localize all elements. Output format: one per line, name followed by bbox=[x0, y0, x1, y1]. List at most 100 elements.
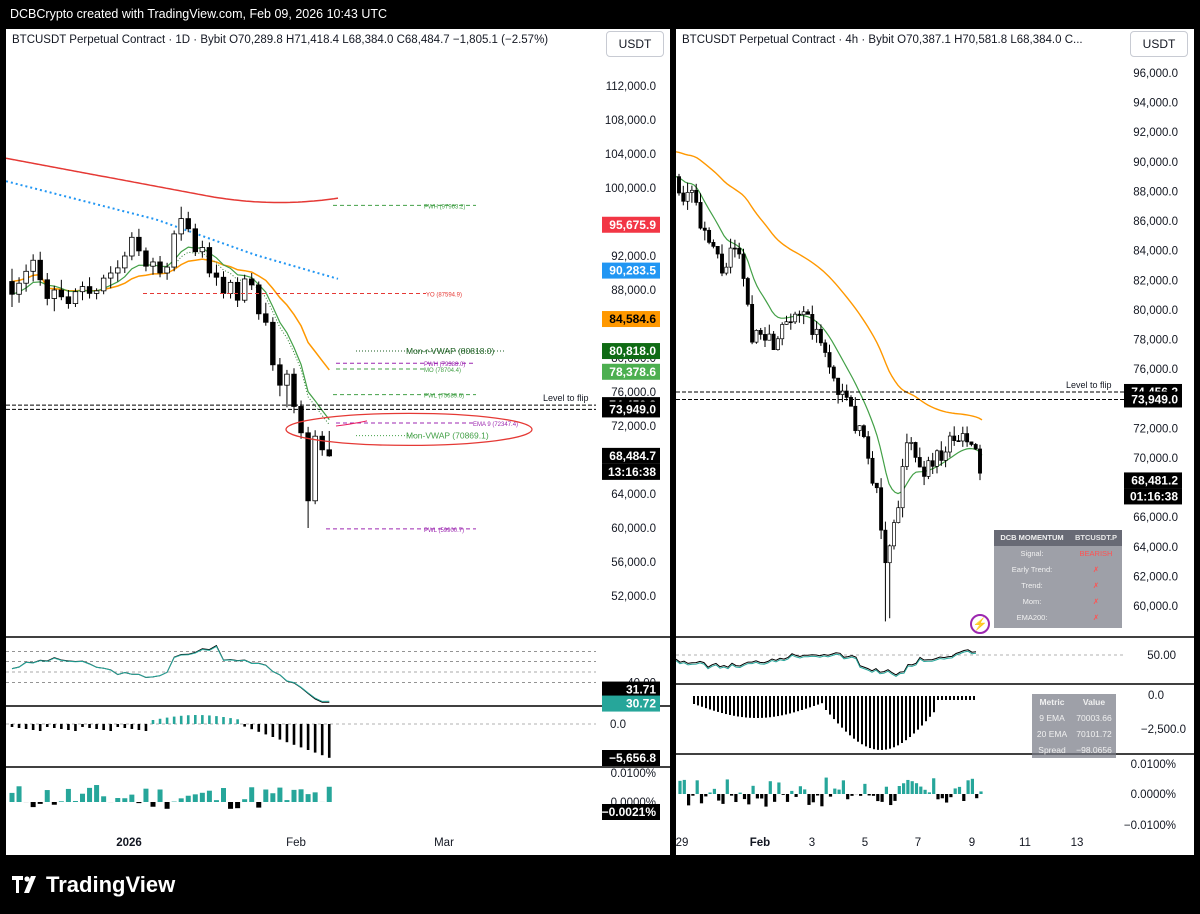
right-funding-bar bbox=[755, 794, 759, 799]
left-price-badge: 90,283.5 bbox=[609, 264, 656, 278]
right-funding-bar bbox=[712, 788, 716, 794]
right-candle-body bbox=[849, 397, 853, 407]
right-price-tick: 80,000.0 bbox=[1133, 305, 1178, 317]
dcb-mom-icon: ✗ bbox=[1092, 597, 1100, 606]
right-macd-bar bbox=[953, 696, 955, 700]
left-candle-body bbox=[305, 432, 311, 502]
left-currency-button[interactable]: USDT bbox=[606, 31, 664, 57]
left-macd-bar bbox=[123, 724, 127, 728]
right-candle-body bbox=[913, 442, 918, 458]
lightning-icon[interactable]: ⚡ bbox=[970, 614, 990, 634]
right-candle-body bbox=[775, 338, 780, 351]
left-candle-body bbox=[248, 278, 255, 286]
right-macd-bar bbox=[825, 696, 827, 710]
right-candle-body bbox=[788, 321, 793, 324]
left-funding-bar bbox=[228, 802, 234, 809]
right-funding-bar bbox=[798, 786, 802, 794]
right-funding-bar bbox=[945, 794, 949, 803]
right-macd-bar bbox=[965, 696, 967, 700]
left-macd-bar bbox=[186, 715, 190, 724]
right-candle-body bbox=[758, 330, 763, 335]
right-macd-bar bbox=[857, 696, 859, 742]
right-funding-bar bbox=[880, 794, 884, 802]
right-price-badge: 68,481.2 bbox=[1131, 473, 1178, 487]
right-macd-bar bbox=[793, 696, 795, 713]
right-macd-bar bbox=[789, 696, 791, 714]
left-candle-body bbox=[291, 373, 297, 407]
left-candle-body bbox=[16, 282, 22, 295]
left-candle-body bbox=[241, 278, 248, 301]
right-funding-bar bbox=[841, 780, 845, 794]
left-funding-bar bbox=[298, 789, 304, 802]
left-macd-bar bbox=[278, 724, 282, 740]
right-candle-body bbox=[681, 192, 686, 202]
right-currency-button[interactable]: USDT bbox=[1130, 31, 1188, 57]
right-price-tick: 78,000.0 bbox=[1133, 335, 1178, 347]
right-funding-bar bbox=[760, 794, 764, 799]
left-pwl2-label: PWL (59900.7) bbox=[424, 528, 464, 534]
right-funding-bar bbox=[940, 794, 944, 799]
left-macd-bar bbox=[158, 718, 162, 724]
right-funding-bar bbox=[811, 794, 815, 803]
left-funding-bar bbox=[235, 802, 241, 809]
right-price-tick: 88,000.0 bbox=[1133, 186, 1178, 198]
left-macd-bar bbox=[292, 724, 296, 745]
right-chart-canvas[interactable]: 96,000.0 94,000.0 92,000.0 90,000.0 88,000.0… bbox=[676, 29, 1194, 855]
left-price-tick: 100,000.0 bbox=[605, 183, 656, 195]
right-chart-panel[interactable]: 96,000.0 94,000.0 92,000.0 90,000.0 88,000.0… bbox=[676, 29, 1194, 855]
right-funding-bar bbox=[932, 778, 936, 794]
right-funding-bar bbox=[773, 794, 777, 802]
left-price-badge-bg bbox=[602, 216, 660, 233]
left-rsi-badge-bg bbox=[602, 681, 660, 698]
tradingview-logo[interactable]: TradingView bbox=[12, 872, 175, 898]
right-funding-bar bbox=[768, 781, 772, 794]
right-candle-body bbox=[930, 460, 935, 467]
right-candle-body bbox=[952, 435, 957, 442]
right-candle-body bbox=[801, 311, 806, 316]
right-macd-bar bbox=[889, 696, 891, 749]
dcb-momentum-panel: DCB MOMENTUM BTCUSDT.P Signal: BEARISH E… bbox=[994, 530, 1122, 628]
right-candle-body bbox=[685, 192, 690, 202]
right-candle-body bbox=[694, 189, 699, 203]
left-macd-bar bbox=[10, 724, 14, 727]
dcb-early-trend-label: Early Trend: bbox=[1011, 565, 1053, 574]
tradingview-brand: TradingView bbox=[46, 872, 176, 897]
left-chart-canvas[interactable]: 112,000.0 108,000.0 104,000.0 100,000.0 92,0… bbox=[6, 29, 670, 855]
right-macd-bar bbox=[773, 696, 775, 717]
left-funding-bar bbox=[58, 801, 64, 802]
right-macd-bar bbox=[937, 696, 939, 700]
left-funding-tick: 0.0100% bbox=[611, 768, 656, 780]
left-ema9-curve bbox=[335, 420, 368, 427]
right-macd-bar bbox=[721, 696, 723, 714]
right-macd-bar bbox=[709, 696, 711, 710]
left-ma-red-line bbox=[6, 157, 339, 204]
left-funding-bar bbox=[9, 792, 15, 802]
right-funding-bar bbox=[747, 794, 751, 805]
left-macd-bar bbox=[24, 724, 28, 729]
right-macd-bar bbox=[945, 696, 947, 700]
left-rsi-line bbox=[11, 644, 330, 703]
left-chart-panel[interactable]: 112,000.0 108,000.0 104,000.0 100,000.0 92,0… bbox=[6, 29, 670, 855]
left-macd-bar bbox=[250, 724, 253, 730]
right-candle-body bbox=[754, 330, 759, 343]
right-time-label: 3 bbox=[809, 837, 815, 849]
right-funding-bar bbox=[691, 794, 695, 796]
left-price-badge-bg bbox=[602, 363, 660, 380]
right-candle-body bbox=[853, 405, 858, 431]
left-funding-bar bbox=[136, 802, 142, 804]
right-candle-body bbox=[702, 227, 707, 231]
right-macd-tick: 0.0 bbox=[1148, 690, 1164, 702]
right-macd-bar bbox=[973, 696, 975, 700]
ema9-label: 9 EMA bbox=[1039, 713, 1065, 723]
left-macd-bar bbox=[17, 724, 21, 728]
left-funding-bar bbox=[150, 802, 156, 807]
right-macd-bar bbox=[837, 696, 839, 724]
left-candle-body bbox=[164, 266, 170, 274]
right-macd-bar bbox=[725, 696, 727, 715]
right-funding-bar bbox=[695, 780, 699, 794]
left-candle-body bbox=[319, 435, 325, 451]
right-candle-body bbox=[892, 522, 896, 547]
right-candle-body bbox=[784, 321, 789, 325]
right-funding-bar bbox=[902, 783, 906, 794]
ema-table-header: Metric Value bbox=[1032, 694, 1116, 710]
